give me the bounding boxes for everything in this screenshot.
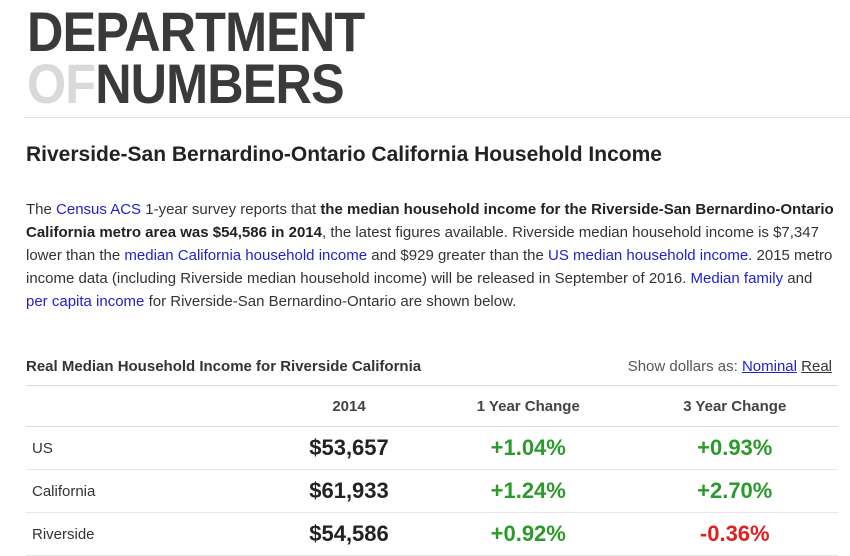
- table-title: Real Median Household Income for Riversi…: [26, 358, 422, 375]
- header-divider: [24, 117, 850, 118]
- row-income: $54,586: [273, 512, 425, 556]
- row-location: US: [26, 426, 273, 470]
- median-family-link[interactable]: Median family: [690, 270, 784, 287]
- column-header-2014: 2014: [273, 385, 425, 427]
- california-income-link[interactable]: median California household income: [124, 247, 368, 264]
- row-income: $53,657: [273, 426, 425, 470]
- row-three-year-change: +2.70%: [631, 469, 838, 513]
- table-row: California $61,933 +1.24% +2.70%: [26, 469, 838, 513]
- intro-text: , the latest figures available. Riversid…: [26, 224, 819, 264]
- row-one-year-change: +1.24%: [425, 469, 632, 513]
- census-acs-link[interactable]: Census ACS: [56, 201, 142, 218]
- row-one-year-change: +1.04%: [425, 426, 632, 470]
- row-income: $61,933: [273, 469, 425, 513]
- row-location: Riverside: [26, 512, 273, 556]
- logo-department: DEPARTMENT: [27, 0, 365, 63]
- show-dollars-label: Show dollars as:: [627, 358, 738, 375]
- intro-text: 1-year survey reports that: [141, 201, 321, 218]
- table-row: US $53,657 +1.04% +0.93%: [26, 426, 838, 470]
- nominal-link[interactable]: Nominal: [741, 358, 797, 375]
- table-row: Riverside $54,586 +0.92% -0.36%: [26, 512, 838, 556]
- column-header-3yr: 3 Year Change: [631, 385, 838, 427]
- per-capita-link[interactable]: per capita income: [26, 293, 145, 310]
- row-location: California: [26, 469, 273, 513]
- intro-text: for Riverside-San Bernardino-Ontario are…: [144, 293, 517, 310]
- logo-numbers: NUMBERS: [95, 52, 344, 115]
- income-table: 2014 1 Year Change 3 Year Change US $53,…: [26, 385, 838, 556]
- intro-text: and $929 greater than the: [367, 247, 549, 264]
- logo-of: OF: [27, 52, 96, 115]
- intro-text: . 2015 metro income data (including Rive…: [26, 247, 833, 287]
- row-three-year-change: +0.93%: [631, 426, 838, 470]
- real-option[interactable]: Real: [801, 358, 832, 375]
- us-income-link[interactable]: US median household income: [548, 247, 749, 264]
- row-one-year-change: +0.92%: [425, 512, 632, 556]
- intro-paragraph: The Census ACS 1-year survey reports tha…: [26, 198, 836, 313]
- site-logo[interactable]: DEPARTMENT OFNUMBERS: [27, 0, 402, 112]
- page-title: Riverside-San Bernardino-Ontario Califor…: [26, 143, 662, 166]
- intro-highlight: the median household income for the Rive…: [26, 201, 834, 241]
- row-three-year-change: -0.36%: [631, 512, 838, 556]
- table-header-row: 2014 1 Year Change 3 Year Change: [26, 385, 838, 427]
- column-header-1yr: 1 Year Change: [425, 385, 632, 427]
- column-header: [26, 385, 273, 427]
- intro-text: The: [26, 201, 57, 218]
- intro-text: and: [783, 270, 813, 287]
- logo-of-numbers: OFNUMBERS: [27, 56, 364, 112]
- dollar-mode-toggle: Show dollars as: Nominal Real: [628, 358, 832, 375]
